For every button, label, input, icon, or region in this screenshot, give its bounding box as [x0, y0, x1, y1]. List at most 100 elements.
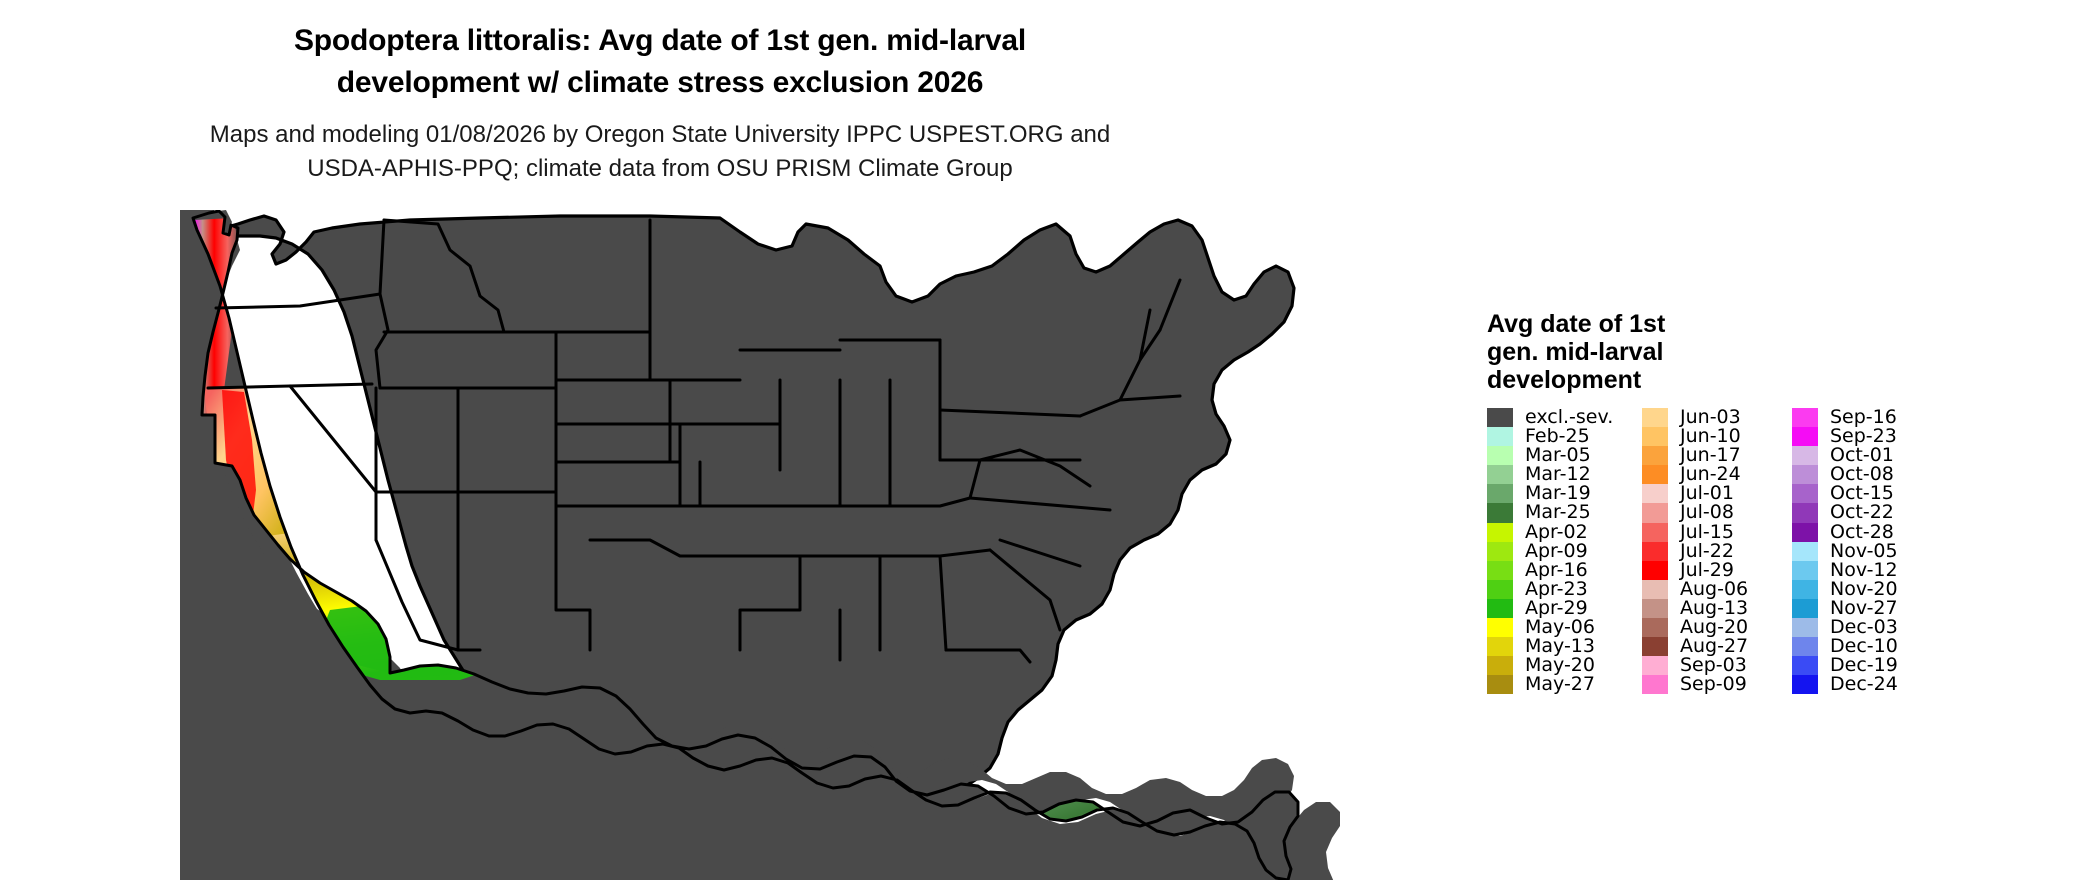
legend-label: Apr-16 — [1525, 558, 1588, 581]
legend-item[interactable]: Mar-19 — [1487, 482, 1642, 505]
legend-item[interactable]: Mar-05 — [1487, 444, 1642, 467]
legend-swatch — [1792, 618, 1818, 638]
legend-item[interactable]: Oct-15 — [1792, 482, 1942, 505]
legend-item[interactable]: Jun-03 — [1642, 406, 1792, 428]
legend-item[interactable]: Mar-12 — [1487, 465, 1642, 485]
legend-item[interactable]: Aug-06 — [1642, 579, 1792, 599]
legend-item[interactable]: Sep-09 — [1642, 675, 1792, 695]
legend-swatch — [1642, 675, 1668, 695]
legend-item[interactable]: May-13 — [1487, 637, 1642, 657]
legend-column-1: excl.-sev. Feb-25 Mar-05 Mar-12 Mar-19 M… — [1487, 406, 1642, 696]
legend-item[interactable]: Sep-16 — [1792, 406, 1942, 428]
legend-swatch — [1792, 484, 1818, 504]
excluded-severe-base — [193, 211, 1298, 880]
legend-item[interactable]: Oct-22 — [1792, 501, 1942, 524]
legend-item[interactable]: Dec-10 — [1792, 637, 1942, 657]
legend-item[interactable]: Feb-25 — [1487, 426, 1642, 447]
legend-item[interactable]: excl.-sev. — [1487, 406, 1642, 428]
legend-item[interactable]: Mar-25 — [1487, 501, 1642, 524]
legend-item[interactable]: Jun-10 — [1642, 426, 1792, 447]
legend-swatch — [1487, 675, 1513, 695]
legend-item[interactable]: Sep-03 — [1642, 654, 1792, 677]
legend-label: Apr-29 — [1525, 596, 1588, 619]
legend-swatch — [1642, 541, 1668, 561]
legend-item[interactable]: Aug-13 — [1642, 598, 1792, 619]
legend-swatch — [1642, 484, 1668, 504]
title-line-2: development w/ climate stress exclusion … — [336, 66, 984, 99]
legend-swatch — [1792, 598, 1818, 619]
legend-swatch — [1642, 618, 1668, 638]
legend-label: Nov-20 — [1830, 577, 1898, 600]
legend-label: Oct-22 — [1830, 501, 1894, 524]
legend-item[interactable]: Jul-29 — [1642, 558, 1792, 581]
legend-item[interactable]: Jun-17 — [1642, 446, 1792, 466]
legend-swatch — [1792, 408, 1818, 428]
border-nh-me — [1158, 278, 1182, 332]
legend-label: excl.-sev. — [1525, 406, 1614, 428]
legend-item[interactable]: Nov-05 — [1792, 541, 1942, 561]
border-nm-tx — [554, 490, 592, 652]
legend-swatch — [1487, 446, 1513, 466]
legend-item[interactable]: Apr-29 — [1487, 596, 1642, 619]
legend-item[interactable]: Sep-23 — [1792, 426, 1942, 447]
legend-item[interactable]: Oct-01 — [1792, 446, 1942, 466]
legend-swatch — [1642, 579, 1668, 599]
border-sc-ga — [988, 548, 1062, 632]
legend-item[interactable]: Nov-27 — [1792, 596, 1942, 619]
legend-swatch — [1642, 522, 1668, 542]
legend-item[interactable]: Jun-24 — [1642, 465, 1792, 485]
legend-label: Nov-27 — [1830, 596, 1898, 619]
legend-item[interactable]: Oct-08 — [1792, 463, 1942, 486]
legend-item[interactable]: Dec-24 — [1792, 675, 1942, 695]
state-boundaries — [191, 210, 1300, 880]
legend-swatch — [1792, 579, 1818, 599]
legend-label: Jul-15 — [1680, 520, 1734, 543]
legend-item[interactable]: Aug-20 — [1642, 617, 1792, 638]
legend-label: Dec-03 — [1830, 616, 1898, 639]
legend-item[interactable]: Jul-22 — [1642, 541, 1792, 561]
legend-item[interactable]: Apr-09 — [1487, 539, 1642, 562]
legend-item[interactable]: Oct-28 — [1792, 520, 1942, 543]
legend-label: Sep-03 — [1680, 654, 1747, 677]
legend-label: Mar-19 — [1525, 482, 1591, 505]
legend-label: Oct-28 — [1830, 520, 1894, 543]
legend-item[interactable]: May-06 — [1487, 617, 1642, 638]
legend-item[interactable]: Jul-08 — [1642, 503, 1792, 523]
legend-swatch — [1642, 656, 1668, 676]
legend-column-3: Sep-16 Sep-23 Oct-01 Oct-08 Oct-15 Oct-2… — [1792, 406, 1942, 695]
legend-item[interactable]: Aug-27 — [1642, 635, 1792, 658]
band-deep-south — [590, 530, 1120, 720]
legend-swatch — [1487, 408, 1513, 428]
page-subtitle: Maps and modeling 01/08/2026 by Oregon S… — [0, 118, 1320, 186]
legend-label: Oct-08 — [1830, 463, 1894, 486]
legend-swatch — [1792, 560, 1818, 580]
legend-swatch — [1487, 598, 1513, 619]
border-az-nm — [456, 490, 482, 652]
legend-label: Mar-05 — [1525, 444, 1591, 467]
legend-item[interactable]: Nov-12 — [1792, 560, 1942, 580]
legend-label: Sep-16 — [1830, 406, 1897, 428]
legend-title: Avg date of 1st gen. mid-larval developm… — [1487, 310, 1666, 394]
legend-label: Aug-27 — [1680, 635, 1749, 658]
legend-item[interactable]: Nov-20 — [1792, 577, 1942, 600]
legend-label: Jul-29 — [1680, 558, 1734, 581]
legend-item[interactable]: Apr-02 — [1487, 522, 1642, 542]
legend-label: Jun-03 — [1680, 406, 1741, 428]
legend-item[interactable]: Dec-19 — [1792, 656, 1942, 676]
border-or-id — [374, 292, 390, 390]
legend-item[interactable]: Apr-16 — [1487, 558, 1642, 581]
legend-item[interactable]: Jul-01 — [1642, 484, 1792, 504]
legend-item[interactable]: Dec-03 — [1792, 616, 1942, 639]
legend-item[interactable]: May-20 — [1487, 656, 1642, 676]
subtitle-line-2: USDA-APHIS-PPQ; climate data from OSU PR… — [307, 155, 1013, 182]
legend-item[interactable]: May-27 — [1487, 673, 1642, 696]
legend-label: Apr-09 — [1525, 539, 1588, 562]
legend-label: Oct-15 — [1830, 482, 1894, 505]
legend-label: Mar-25 — [1525, 501, 1591, 524]
legend-swatch — [1642, 427, 1668, 447]
legend-item[interactable]: Jul-15 — [1642, 520, 1792, 543]
border-wv-va — [968, 448, 1092, 500]
legend-label: May-27 — [1525, 673, 1595, 696]
legend-item[interactable]: Apr-23 — [1487, 579, 1642, 599]
legend-swatch — [1792, 503, 1818, 523]
